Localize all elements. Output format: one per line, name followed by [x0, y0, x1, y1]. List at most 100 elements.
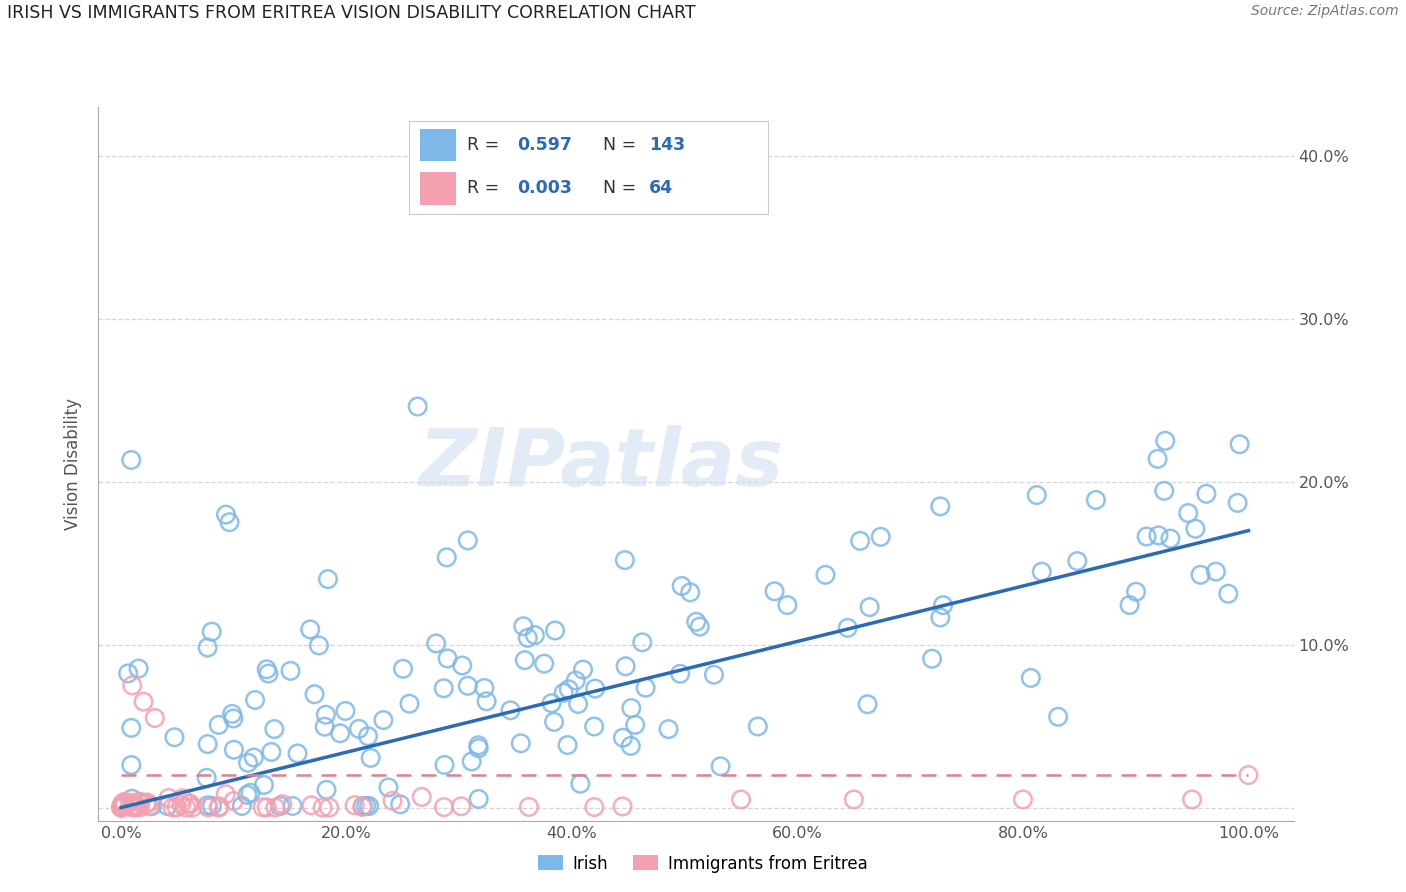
Point	[111, 800, 134, 814]
Point	[236, 756, 259, 770]
Point	[264, 800, 287, 814]
Point	[457, 533, 479, 548]
Point	[512, 619, 534, 633]
Point	[533, 657, 555, 671]
Point	[392, 662, 415, 676]
Point	[120, 721, 142, 735]
Point	[120, 453, 142, 467]
Point	[929, 500, 952, 514]
Point	[513, 653, 536, 667]
Point	[177, 797, 200, 811]
Point	[252, 800, 274, 814]
Point	[669, 666, 692, 681]
Point	[425, 636, 447, 650]
Point	[112, 795, 135, 809]
Point	[467, 741, 489, 756]
Point	[124, 800, 146, 814]
Point	[557, 738, 579, 752]
Point	[347, 722, 370, 736]
Point	[671, 579, 693, 593]
Point	[1195, 487, 1218, 501]
Point	[231, 799, 253, 814]
Point	[814, 567, 837, 582]
Point	[125, 799, 148, 814]
Point	[239, 786, 262, 800]
Point	[352, 799, 374, 814]
Point	[172, 791, 194, 805]
Point	[112, 796, 135, 810]
Point	[316, 572, 339, 586]
Point	[921, 652, 943, 666]
Point	[730, 792, 752, 806]
Point	[567, 697, 589, 711]
Point	[215, 787, 238, 801]
Point	[436, 651, 458, 665]
Point	[271, 797, 294, 811]
Point	[128, 795, 150, 809]
Point	[222, 743, 245, 757]
Text: IRISH VS IMMIGRANTS FROM ERITREA VISION DISABILITY CORRELATION CHART: IRISH VS IMMIGRANTS FROM ERITREA VISION …	[7, 4, 696, 22]
Point	[869, 530, 891, 544]
Point	[842, 792, 865, 806]
Point	[572, 663, 595, 677]
Y-axis label: Vision Disability: Vision Disability	[65, 398, 83, 530]
Point	[201, 799, 224, 814]
Point	[1012, 792, 1035, 806]
Point	[111, 797, 134, 812]
Point	[543, 714, 565, 729]
Point	[509, 736, 531, 750]
Point	[318, 800, 340, 814]
Point	[433, 758, 456, 772]
Point	[308, 639, 330, 653]
Point	[1146, 451, 1168, 466]
Point	[1218, 587, 1240, 601]
Point	[143, 711, 166, 725]
Point	[373, 713, 395, 727]
Point	[329, 726, 352, 740]
Point	[583, 800, 606, 814]
Point	[110, 800, 132, 814]
Point	[763, 584, 786, 599]
Point	[166, 800, 188, 814]
Point	[1226, 496, 1249, 510]
Point	[218, 515, 240, 529]
Point	[314, 720, 336, 734]
Point	[1181, 792, 1204, 806]
Point	[304, 687, 326, 701]
Point	[398, 697, 420, 711]
Point	[776, 598, 799, 612]
Point	[710, 759, 733, 773]
Point	[1066, 554, 1088, 568]
Point	[181, 800, 204, 814]
Point	[110, 800, 132, 814]
Point	[201, 624, 224, 639]
Point	[120, 758, 142, 772]
Point	[612, 731, 634, 745]
Point	[111, 800, 134, 814]
Point	[141, 799, 163, 814]
Point	[243, 693, 266, 707]
Point	[197, 737, 219, 751]
Point	[450, 799, 472, 814]
Point	[1025, 488, 1047, 502]
Point	[381, 794, 404, 808]
Point	[315, 782, 337, 797]
Point	[1184, 522, 1206, 536]
Point	[523, 628, 546, 642]
Point	[299, 798, 322, 813]
Point	[474, 681, 496, 695]
Point	[679, 585, 702, 599]
Point	[1205, 565, 1227, 579]
Point	[467, 792, 489, 806]
Point	[170, 797, 193, 812]
Point	[703, 667, 725, 681]
Point	[558, 682, 581, 697]
Point	[124, 799, 146, 814]
Point	[583, 681, 606, 696]
Point	[335, 704, 357, 718]
Point	[281, 799, 304, 814]
Point	[540, 696, 562, 710]
Point	[457, 679, 479, 693]
Point	[634, 681, 657, 695]
Point	[569, 777, 592, 791]
